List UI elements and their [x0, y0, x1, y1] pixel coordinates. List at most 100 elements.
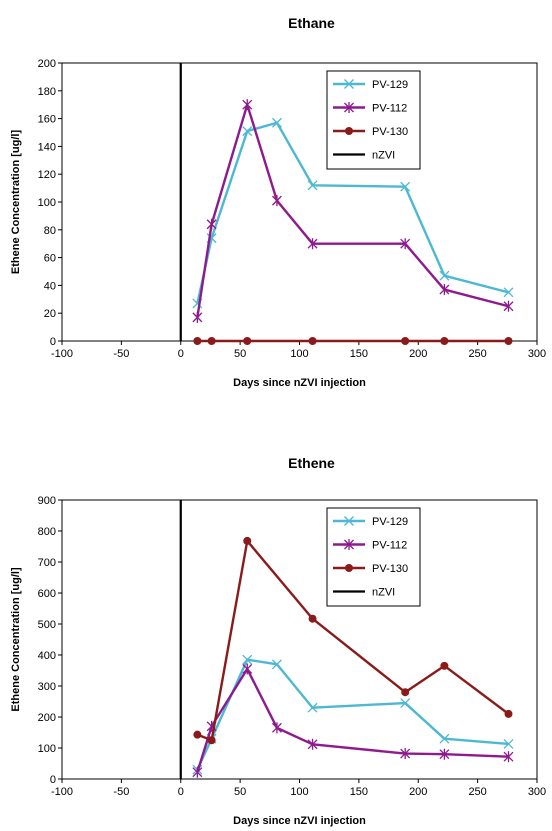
data-point	[440, 337, 449, 345]
x-axis-label: Days since nZVI injection	[233, 377, 366, 389]
data-point	[439, 284, 450, 296]
series-line	[196, 121, 509, 304]
data-point	[400, 748, 411, 760]
data-point	[307, 238, 318, 250]
legend-label: PV-129	[372, 79, 408, 91]
data-point	[271, 195, 282, 207]
y-tick-label: 160	[38, 114, 56, 126]
data-point	[207, 736, 216, 745]
legend: PV-129 PV-112 PV-130 nZVI	[326, 70, 421, 170]
data-point	[400, 698, 411, 709]
legend-marker	[345, 564, 353, 572]
data-point	[192, 766, 203, 778]
legend-label: PV-130	[372, 563, 408, 575]
legend-item: nZVI	[333, 150, 395, 162]
data-point	[503, 287, 514, 298]
legend-box	[326, 507, 421, 607]
legend-item: PV-130	[333, 126, 408, 138]
x-tick-label: 300	[528, 786, 546, 798]
data-point	[207, 337, 216, 345]
legend-item: PV-129	[333, 516, 408, 528]
legend-item: PV-112	[333, 539, 407, 552]
legend-item: PV-112	[333, 102, 407, 115]
series-pv-129	[192, 117, 514, 309]
legend: PV-129 PV-112 PV-130 nZVI	[326, 507, 421, 607]
y-tick-label: 0	[50, 774, 56, 786]
y-tick-label: 20	[44, 308, 56, 320]
data-point	[401, 337, 410, 345]
plot-area	[61, 62, 538, 342]
legend-label: nZVI	[372, 150, 395, 162]
data-point	[307, 738, 318, 750]
data-point	[503, 739, 514, 749]
data-point	[504, 337, 513, 345]
legend-marker	[344, 102, 354, 113]
chart-title: Ethene	[288, 455, 335, 471]
x-tick-label: 250	[468, 348, 486, 360]
data-point	[193, 730, 202, 739]
x-tick-label: -100	[51, 786, 73, 798]
data-point	[243, 337, 252, 345]
series-pv-112	[192, 663, 514, 778]
data-point	[308, 337, 317, 345]
data-point	[400, 238, 411, 250]
data-point	[271, 117, 282, 128]
x-tick-label: -50	[113, 348, 129, 360]
data-point	[307, 702, 318, 713]
legend-label: PV-112	[372, 540, 407, 552]
legend-marker	[345, 127, 353, 135]
x-tick-label: 250	[468, 786, 486, 798]
series-pv-129	[192, 654, 514, 775]
data-point	[271, 722, 282, 734]
y-tick-label: 40	[44, 280, 56, 292]
data-point	[400, 181, 411, 192]
y-tick-label: 0	[50, 336, 56, 348]
data-point	[242, 654, 253, 665]
y-axis-label: Ethene Concentration [ug/l]	[10, 130, 22, 275]
y-tick-label: 500	[38, 619, 56, 631]
data-point	[440, 661, 449, 670]
y-axis-label: Ethene Concentration [ug/l]	[10, 567, 22, 712]
y-tick-label: 80	[44, 225, 56, 237]
data-point	[193, 337, 202, 345]
series-pv-130	[193, 536, 513, 745]
y-tick-label: 100	[38, 743, 56, 755]
y-tick-label: 600	[38, 588, 56, 600]
y-tick-label: 200	[38, 58, 56, 70]
y-tick-label: 800	[38, 526, 56, 538]
data-point	[503, 751, 514, 763]
chart-ethane: Ethane 0 20 40 60 80 100 120 140 160 180 200 -100 -50…	[10, 15, 546, 389]
data-point	[242, 663, 253, 675]
chart-title: Ethane	[288, 15, 335, 31]
y-tick-label: 60	[44, 253, 56, 265]
series-line	[196, 658, 509, 771]
legend-item: nZVI	[333, 587, 395, 599]
y-tick-label: 140	[38, 141, 56, 153]
x-tick-label: 300	[528, 348, 546, 360]
data-point	[243, 536, 252, 545]
x-tick-label: 0	[178, 786, 184, 798]
x-tick-label: 150	[350, 786, 368, 798]
y-tick-label: 200	[38, 712, 56, 724]
legend-marker	[344, 516, 354, 526]
y-tick-label: 700	[38, 557, 56, 569]
y-tick-label: 300	[38, 681, 56, 693]
x-tick-label: 200	[409, 786, 427, 798]
data-point	[192, 311, 203, 323]
x-tick-label: -100	[51, 348, 73, 360]
data-point	[503, 300, 514, 312]
data-point	[504, 709, 513, 718]
legend-box	[326, 70, 421, 170]
x-tick-label: 50	[234, 348, 246, 360]
series-line	[196, 103, 509, 318]
series-line	[196, 667, 509, 773]
legend-item: PV-130	[333, 563, 408, 575]
legend-item: PV-129	[333, 79, 408, 91]
plot-area	[61, 499, 538, 780]
x-tick-label: 50	[234, 786, 246, 798]
x-tick-label: 100	[290, 348, 308, 360]
data-point	[439, 270, 450, 281]
x-tick-label: -50	[113, 786, 129, 798]
